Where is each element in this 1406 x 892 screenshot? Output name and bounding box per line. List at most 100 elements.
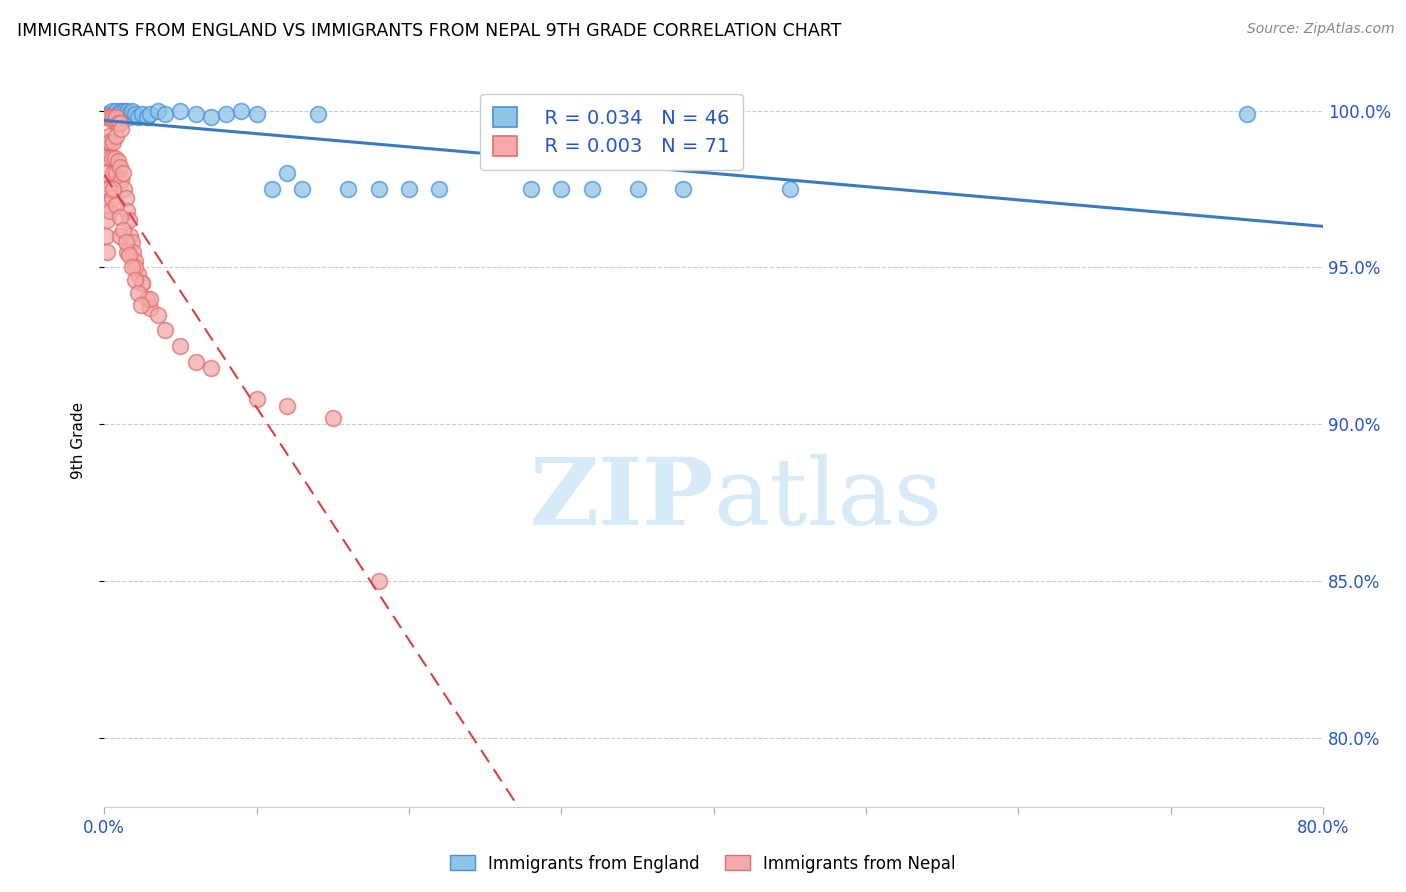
Point: [246, 107, 269, 121]
Point: [367, 182, 389, 196]
Point: [307, 107, 329, 121]
Point: [779, 182, 801, 196]
Point: [136, 110, 159, 124]
Text: IMMIGRANTS FROM ENGLAND VS IMMIGRANTS FROM NEPAL 9TH GRADE CORRELATION CHART: IMMIGRANTS FROM ENGLAND VS IMMIGRANTS FR…: [17, 22, 841, 40]
Point: [111, 166, 134, 180]
Point: [169, 339, 191, 353]
Point: [94, 110, 117, 124]
Point: [108, 229, 131, 244]
Point: [131, 276, 153, 290]
Point: [184, 354, 207, 368]
Point: [96, 135, 118, 149]
Point: [103, 107, 125, 121]
Point: [626, 182, 648, 196]
Point: [120, 229, 142, 244]
Point: [107, 116, 129, 130]
Point: [398, 182, 420, 196]
Y-axis label: 9th Grade: 9th Grade: [72, 401, 86, 479]
Point: [146, 103, 169, 118]
Point: [94, 166, 117, 180]
Point: [367, 574, 389, 589]
Point: [97, 151, 120, 165]
Point: [118, 248, 141, 262]
Point: [550, 182, 572, 196]
Point: [94, 135, 117, 149]
Point: [101, 191, 124, 205]
Text: ZIP: ZIP: [530, 454, 714, 544]
Point: [96, 107, 118, 121]
Point: [108, 160, 131, 174]
Point: [322, 411, 344, 425]
Point: [105, 128, 128, 143]
Point: [110, 122, 132, 136]
Point: [107, 153, 129, 168]
Point: [129, 298, 152, 312]
Point: [103, 182, 125, 196]
Point: [94, 198, 117, 212]
Point: [200, 360, 222, 375]
Point: [108, 116, 131, 130]
Point: [97, 110, 120, 124]
Point: [105, 166, 128, 180]
Point: [127, 267, 149, 281]
Point: [120, 110, 142, 124]
Point: [139, 107, 162, 121]
Point: [672, 182, 695, 196]
Point: [105, 110, 128, 124]
Point: [101, 151, 124, 165]
Point: [96, 244, 118, 259]
Point: [94, 110, 117, 124]
Point: [1236, 107, 1258, 121]
Point: [114, 107, 136, 121]
Point: [121, 103, 143, 118]
Point: [121, 235, 143, 250]
Legend:   R = 0.034   N = 46,   R = 0.003   N = 71: R = 0.034 N = 46, R = 0.003 N = 71: [479, 94, 744, 169]
Legend: Immigrants from England, Immigrants from Nepal: Immigrants from England, Immigrants from…: [443, 848, 963, 880]
Point: [110, 172, 132, 186]
Point: [103, 135, 125, 149]
Point: [246, 392, 269, 407]
Point: [118, 213, 141, 227]
Point: [118, 107, 141, 121]
Point: [108, 107, 131, 121]
Point: [100, 110, 122, 124]
Point: [114, 191, 136, 205]
Point: [96, 182, 118, 196]
Point: [115, 244, 138, 259]
Point: [429, 182, 451, 196]
Point: [337, 182, 360, 196]
Point: [104, 110, 127, 124]
Point: [114, 235, 136, 250]
Point: [131, 107, 153, 121]
Point: [110, 103, 132, 118]
Point: [124, 254, 146, 268]
Point: [139, 292, 162, 306]
Point: [100, 107, 122, 121]
Point: [127, 110, 149, 124]
Point: [276, 166, 298, 180]
Point: [122, 244, 145, 259]
Text: atlas: atlas: [714, 454, 943, 544]
Point: [291, 182, 314, 196]
Point: [169, 103, 191, 118]
Point: [111, 107, 134, 121]
Point: [101, 113, 124, 128]
Point: [103, 110, 125, 124]
Point: [96, 213, 118, 227]
Point: [231, 103, 253, 118]
Point: [101, 103, 124, 118]
Point: [124, 107, 146, 121]
Point: [121, 260, 143, 275]
Point: [97, 128, 120, 143]
Point: [139, 301, 162, 316]
Point: [184, 107, 207, 121]
Point: [155, 323, 177, 337]
Point: [520, 182, 543, 196]
Point: [581, 182, 603, 196]
Point: [96, 110, 118, 124]
Point: [105, 198, 128, 212]
Point: [115, 204, 138, 219]
Point: [100, 135, 122, 149]
Point: [146, 308, 169, 322]
Point: [115, 103, 138, 118]
